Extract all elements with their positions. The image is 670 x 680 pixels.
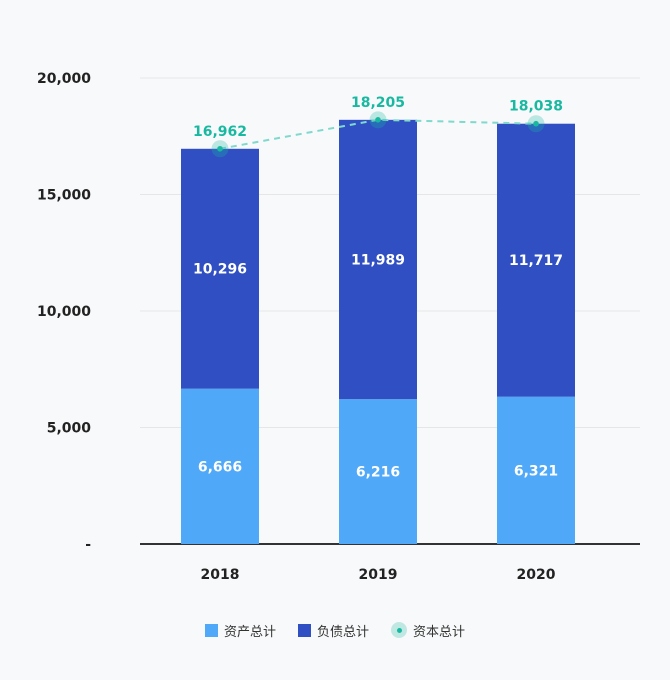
bar-label-assets: 6,321 [514,463,558,479]
bar-assets [181,388,259,544]
legend-item-capital[interactable]: 资本总计 [391,621,465,640]
line-label-capital: 16,962 [193,124,247,140]
legend-swatch-liabilities [297,623,311,637]
legend-swatch-assets [204,623,218,637]
legend-label-liabilities: 负债总计 [316,624,369,640]
line-point [375,117,381,123]
y-tick-label: 10,000 [37,304,91,320]
legend-item-assets[interactable]: 资产总计 [204,621,276,640]
bar-liabilities [181,148,259,389]
y-tick-label: - [85,537,91,553]
legend-marker-capital [391,622,407,638]
chart-plot: - 5,000 10,000 15,000 20,000 6,666 10,296 2018 6… [37,71,640,583]
line-label-capital: 18,038 [509,99,563,115]
x-category-label: 2019 [359,567,398,583]
chart-legend: 资产总计 负债总计 资本总计 [0,618,670,642]
bar-liabilities [339,119,417,400]
y-tick-label: 5,000 [47,421,92,437]
bar-label-liabilities: 11,989 [351,252,405,268]
bar-liabilities [497,123,575,397]
legend-label-assets: 资产总计 [223,624,276,640]
line-label-capital: 18,205 [351,95,405,111]
line-point [533,120,539,127]
y-tick-label: 15,000 [37,188,91,204]
bar-label-liabilities: 11,717 [509,253,563,269]
legend-item-liabilities[interactable]: 负债总计 [297,621,369,640]
bar-assets [497,396,575,544]
bar-assets [339,399,417,544]
x-category-label: 2020 [517,567,556,583]
y-tick-label: 20,000 [37,71,91,87]
x-category-label: 2018 [201,567,240,583]
bar-label-assets: 6,666 [198,459,242,475]
line-point [217,145,223,152]
bar-label-liabilities: 10,296 [193,262,247,278]
line-capital [219,118,537,150]
bar-label-assets: 6,216 [356,465,400,481]
legend-label-capital: 资本总计 [413,624,466,640]
